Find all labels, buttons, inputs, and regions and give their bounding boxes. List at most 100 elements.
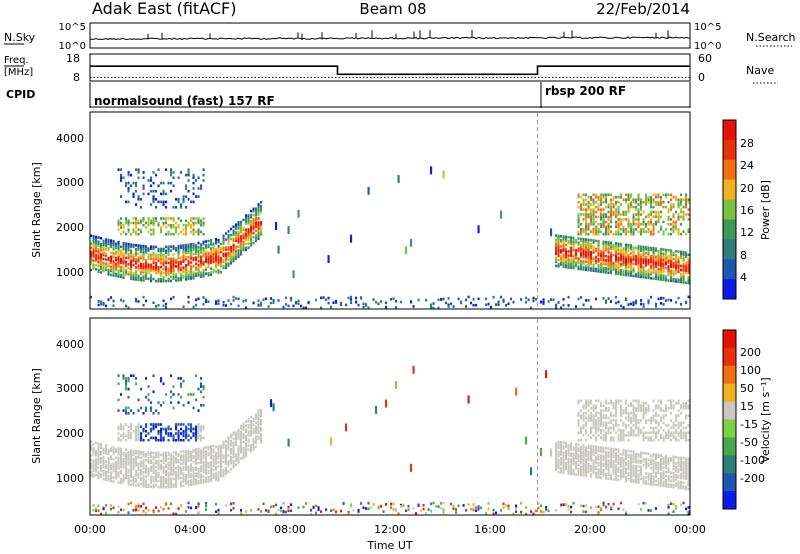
- heatmap-cell: [167, 253, 170, 257]
- heatmap-cell: [152, 374, 155, 377]
- heatmap-cell: [125, 221, 128, 225]
- heatmap-cell: [197, 249, 200, 253]
- heatmap-cell: [97, 476, 100, 480]
- heatmap-cell: [210, 273, 213, 276]
- heatmap-cell: [405, 251, 408, 255]
- heatmap-cell: [190, 425, 193, 429]
- heatmap-cell: [157, 249, 160, 253]
- heatmap-cell: [207, 261, 210, 265]
- heatmap-cell: [182, 472, 185, 475]
- heatmap-cell: [675, 220, 678, 224]
- heatmap-cell: [607, 243, 610, 246]
- heatmap-cell: [252, 219, 255, 223]
- heatmap-cell: [240, 226, 243, 230]
- heatmap-cell: [595, 232, 598, 236]
- heatmap-cell: [92, 253, 95, 256]
- heatmap-cell: [620, 265, 623, 268]
- heatmap-cell: [217, 477, 220, 480]
- heatmap-cell: [100, 457, 103, 460]
- heatmap-cell: [555, 264, 558, 268]
- heatmap-cell: [212, 242, 215, 246]
- heatmap-cell: [237, 459, 240, 462]
- heatmap-cell: [620, 452, 623, 456]
- heatmap-cell: [192, 256, 195, 260]
- heatmap-cell: [580, 453, 583, 457]
- heatmap-cell: [575, 453, 578, 456]
- heatmap-cell: [190, 267, 193, 270]
- heatmap-cell: [650, 426, 653, 430]
- heatmap-cell: [642, 303, 645, 306]
- heatmap-cell: [135, 184, 138, 188]
- heatmap-cell: [617, 205, 620, 209]
- heatmap-cell: [615, 272, 618, 275]
- heatmap-cell: [152, 455, 155, 459]
- heatmap-cell: [657, 273, 660, 277]
- heatmap-cell: [687, 259, 690, 263]
- heatmap-cell: [570, 248, 573, 251]
- heatmap-cell: [105, 242, 108, 245]
- heatmap-cell: [100, 257, 103, 260]
- heatmap-cell: [172, 465, 175, 468]
- heatmap-cell: [135, 438, 138, 442]
- heatmap-cell: [102, 263, 105, 267]
- heatmap-cell: [592, 251, 595, 254]
- cpid-label: CPID: [6, 88, 35, 101]
- heatmap-cell: [652, 249, 655, 252]
- heatmap-cell: [277, 247, 280, 250]
- heatmap-cell: [200, 436, 203, 440]
- heatmap-cell: [590, 251, 593, 254]
- heatmap-cell: [555, 238, 558, 241]
- heatmap-cell: [422, 507, 425, 511]
- heatmap-cell: [200, 261, 203, 264]
- heatmap-cell: [250, 215, 253, 219]
- heatmap-cell: [615, 466, 618, 469]
- heatmap-cell: [157, 459, 160, 463]
- heatmap-cell: [202, 481, 205, 484]
- heatmap-cell: [185, 451, 188, 455]
- heatmap-cell: [612, 404, 615, 407]
- heatmap-cell: [350, 240, 353, 243]
- heatmap-cell: [165, 226, 168, 229]
- heatmap-cell: [640, 253, 643, 257]
- heatmap-cell: [637, 220, 640, 224]
- heatmap-cell: [135, 506, 138, 510]
- heatmap-cell: [637, 404, 640, 407]
- heatmap-cell: [640, 467, 643, 471]
- heatmap-cell: [597, 470, 600, 473]
- heatmap-cell: [107, 273, 110, 276]
- heatmap-cell: [200, 382, 203, 386]
- heatmap-cell: [607, 255, 610, 258]
- power-colorbar-swatches: [723, 120, 736, 300]
- heatmap-cell: [152, 475, 155, 479]
- heatmap-cell: [162, 181, 165, 185]
- heatmap-cell: [582, 246, 585, 249]
- heatmap-cell: [130, 273, 133, 277]
- heatmap-cell: [107, 462, 110, 466]
- heatmap-cell: [162, 453, 165, 457]
- heatmap-cell: [185, 268, 188, 271]
- heatmap-cell: [637, 479, 640, 482]
- heatmap-cell: [110, 473, 113, 477]
- heatmap-cell: [120, 269, 123, 273]
- heatmap-cell: [642, 275, 645, 279]
- heatmap-cell: [452, 507, 455, 510]
- heatmap-cell: [230, 502, 233, 506]
- heatmap-cell: [160, 434, 163, 437]
- heatmap-cell: [267, 305, 270, 308]
- heatmap-cell: [172, 277, 175, 280]
- heatmap-cell: [642, 230, 645, 233]
- heatmap-cell: [555, 466, 558, 470]
- heatmap-cell: [637, 434, 640, 437]
- heatmap-cell: [240, 234, 243, 238]
- heatmap-cell: [152, 390, 155, 394]
- heatmap-cell: [135, 427, 138, 431]
- heatmap-cell: [200, 259, 203, 262]
- heatmap-cell: [687, 218, 690, 221]
- heatmap-cell: [595, 429, 598, 432]
- heatmap-cell: [202, 395, 205, 399]
- heatmap-cell: [650, 195, 653, 199]
- heatmap-cell: [147, 385, 150, 388]
- heatmap-cell: [327, 301, 330, 305]
- heatmap-cell: [180, 456, 183, 460]
- heatmap-cell: [572, 262, 575, 266]
